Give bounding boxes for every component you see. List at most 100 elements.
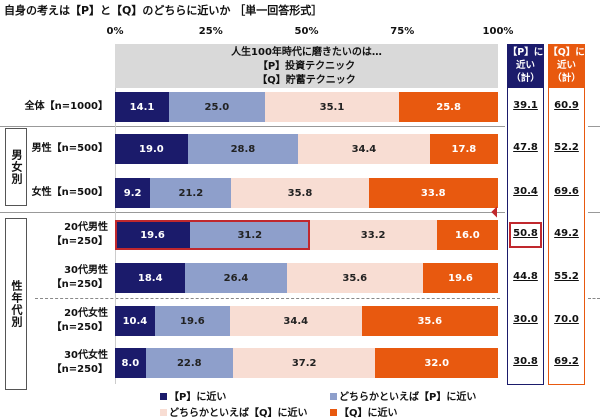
category-label-line: 全体【n=1000】: [24, 101, 108, 112]
q-total-value: 55.2: [554, 271, 579, 282]
bar-segment: 8.0: [115, 348, 146, 378]
category-label-line: 【n=250】: [51, 236, 108, 247]
legend-swatch: [330, 393, 337, 400]
tick-label: 25%: [198, 26, 223, 37]
category-label-line: 【n=250】: [51, 322, 108, 333]
separator: [588, 212, 600, 213]
bar-segment: 17.8: [429, 134, 498, 164]
q-total-value: 69.6: [554, 186, 579, 197]
bar-segment: 33.2: [309, 220, 437, 250]
bar-segment: 9.2: [115, 178, 151, 208]
bar-segment: 26.4: [185, 263, 287, 293]
category-label: 30代男性【n=250】: [0, 264, 108, 292]
highlight-box: [115, 220, 310, 250]
category-label-line: 【n=250】: [51, 364, 108, 375]
category-label-line: 女性【n=500】: [31, 187, 108, 198]
category-label-line: 30代女性: [64, 350, 108, 361]
legend-swatch: [330, 409, 337, 416]
header-line: 近い: [515, 60, 535, 71]
bar-segment: 34.4: [229, 306, 362, 336]
q-total-value: 60.9: [554, 100, 579, 111]
tick-label: 100%: [482, 26, 514, 37]
separator: [35, 298, 500, 299]
category-label-line: 20代男性: [64, 222, 108, 233]
category-label: 30代女性【n=250】: [0, 349, 108, 377]
q-total-value: 52.2: [554, 142, 579, 153]
legend-item: 【P】に近い: [160, 388, 226, 403]
header-line: 【P】投資テクニック: [257, 61, 356, 72]
bar-segment: 10.4: [115, 306, 155, 336]
p-total-value: 30.8: [513, 356, 538, 367]
bar-segment: 19.0: [115, 134, 188, 164]
group-label: 男女別: [5, 128, 27, 206]
bar-segment: 18.4: [115, 263, 186, 293]
separator: [0, 126, 505, 127]
bar-segment: 35.6: [361, 306, 498, 336]
q-total-value: 49.2: [554, 228, 579, 239]
legend-label: 【P】に近い: [169, 392, 227, 403]
category-label: 女性【n=500】: [0, 186, 108, 200]
bar-segment: 25.8: [399, 92, 498, 122]
bar-segment: 34.4: [298, 134, 430, 164]
p-total-value: 50.8: [513, 228, 538, 239]
q-total-value: 70.0: [554, 314, 579, 325]
highlight-arrow-icon: [491, 206, 503, 218]
legend-label: 【Q】に近い: [339, 408, 398, 419]
group-label: 性年代別: [5, 218, 27, 390]
legend-item: どちらかといえば【Q】に近い: [160, 404, 308, 419]
bar-segment: 37.2: [232, 348, 376, 378]
header-line: （計）: [511, 73, 540, 84]
bar-segment: 35.1: [264, 92, 400, 122]
p-total-value: 39.1: [513, 100, 538, 111]
chart-title: 自身の考えは【P】と【Q】のどちらに近いか ［単一回答形式］: [4, 4, 323, 17]
bar-segment: 19.6: [154, 306, 230, 336]
bar-segment: 28.8: [187, 134, 299, 164]
header-line: （計）: [552, 73, 581, 84]
bar-segment: 21.2: [150, 178, 232, 208]
p-total-value: 47.8: [513, 142, 538, 153]
bar-segment: 14.1: [115, 92, 169, 122]
p-total-column: [507, 44, 544, 385]
tick-label: 75%: [390, 26, 415, 37]
legend-item: 【Q】に近い: [330, 404, 398, 419]
header-line: 【P】に: [507, 47, 544, 58]
category-label-line: 30代男性: [64, 265, 108, 276]
legend-label: どちらかといえば【P】に近い: [339, 392, 477, 403]
header-line: 【Q】に: [548, 47, 585, 58]
header-line: 人生100年時代に磨きたいのは…: [231, 47, 382, 58]
category-label-line: 【n=250】: [51, 279, 108, 290]
bar-segment: 31.2: [190, 220, 310, 250]
legend-swatch: [160, 409, 167, 416]
q-total-column: [548, 44, 585, 385]
p-total-value: 44.8: [513, 271, 538, 282]
category-label: 20代女性 【n=250】: [0, 307, 108, 335]
chart-header: 人生100年時代に磨きたいのは… 【P】投資テクニック 【Q】貯蓄テクニック: [115, 44, 498, 88]
bar-segment: 35.6: [286, 263, 423, 293]
tick-label: 50%: [294, 26, 319, 37]
bar-segment: 33.8: [368, 178, 498, 208]
separator: [588, 126, 600, 127]
highlight-box: [509, 222, 542, 248]
bar-segment: 32.0: [375, 348, 498, 378]
legend-label: どちらかといえば【Q】に近い: [169, 408, 308, 419]
category-label: 全体【n=1000】: [0, 100, 108, 114]
legend-item: どちらかといえば【P】に近い: [330, 388, 476, 403]
legend-swatch: [160, 393, 167, 400]
bar-segment: 16.0: [436, 220, 498, 250]
bar-segment: 22.8: [145, 348, 233, 378]
separator: [588, 298, 600, 299]
bar-segment: 19.6: [115, 220, 191, 250]
p-total-value: 30.4: [513, 186, 538, 197]
category-label: 男性【n=500】: [0, 142, 108, 156]
bar-segment: 19.6: [422, 263, 498, 293]
bar-segment: 35.8: [231, 178, 369, 208]
header-line: 近い: [556, 60, 576, 71]
q-total-value: 69.2: [554, 356, 579, 367]
tick-label: 0%: [106, 26, 124, 37]
p-total-header: 【P】に近い （計）: [507, 44, 544, 88]
q-total-header: 【Q】に近い （計）: [548, 44, 585, 88]
p-total-value: 30.0: [513, 314, 538, 325]
category-label-line: 男性【n=500】: [31, 143, 108, 154]
separator: [0, 212, 505, 213]
